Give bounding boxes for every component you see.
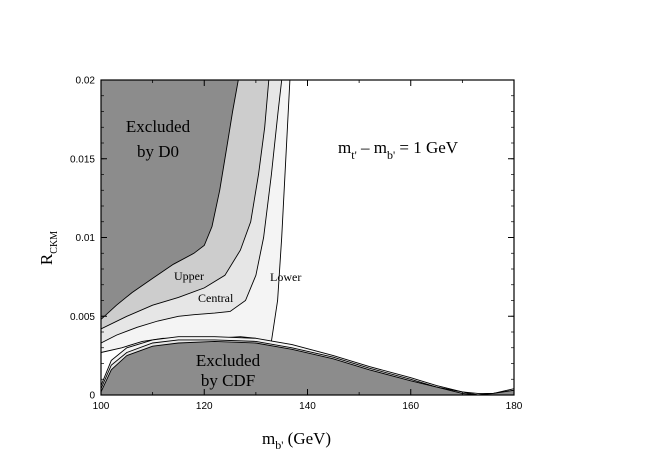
x-tick-label: 100 — [93, 401, 110, 412]
label-excluded-cdf-line1: Excluded — [196, 351, 261, 370]
label-central: Central — [198, 291, 234, 305]
ticks-layer: 100 120 140 160 180 0 0.005 0.01 0.015 0.02 — [70, 76, 523, 413]
x-tick-label: 180 — [506, 401, 523, 412]
label-excluded-d0-line2: by D0 — [137, 142, 179, 161]
label-lower: Lower — [270, 270, 301, 284]
label-excluded-cdf-line2: by CDF — [201, 371, 255, 390]
label-excluded-d0-line1: Excluded — [126, 117, 191, 136]
y-axis-label: RCKM — [37, 231, 60, 265]
y-tick-label: 0.01 — [76, 233, 96, 244]
y-tick-label: 0.005 — [70, 312, 95, 323]
y-tick-label: 0.015 — [70, 154, 95, 165]
excluded-cdf-region — [100, 340, 515, 396]
mass-difference-annotation: mt' – mb' = 1 GeV — [338, 138, 459, 162]
y-tick-label: 0.02 — [76, 76, 96, 87]
x-tick-label: 120 — [196, 401, 213, 412]
y-tick-label: 0 — [89, 391, 95, 402]
regions-layer — [100, 79, 515, 396]
label-upper: Upper — [174, 269, 204, 283]
excluded-d0-region — [100, 79, 239, 321]
x-tick-label: 140 — [299, 401, 316, 412]
x-axis-label: mb' (GeV) — [262, 429, 331, 452]
x-tick-label: 160 — [402, 401, 419, 412]
